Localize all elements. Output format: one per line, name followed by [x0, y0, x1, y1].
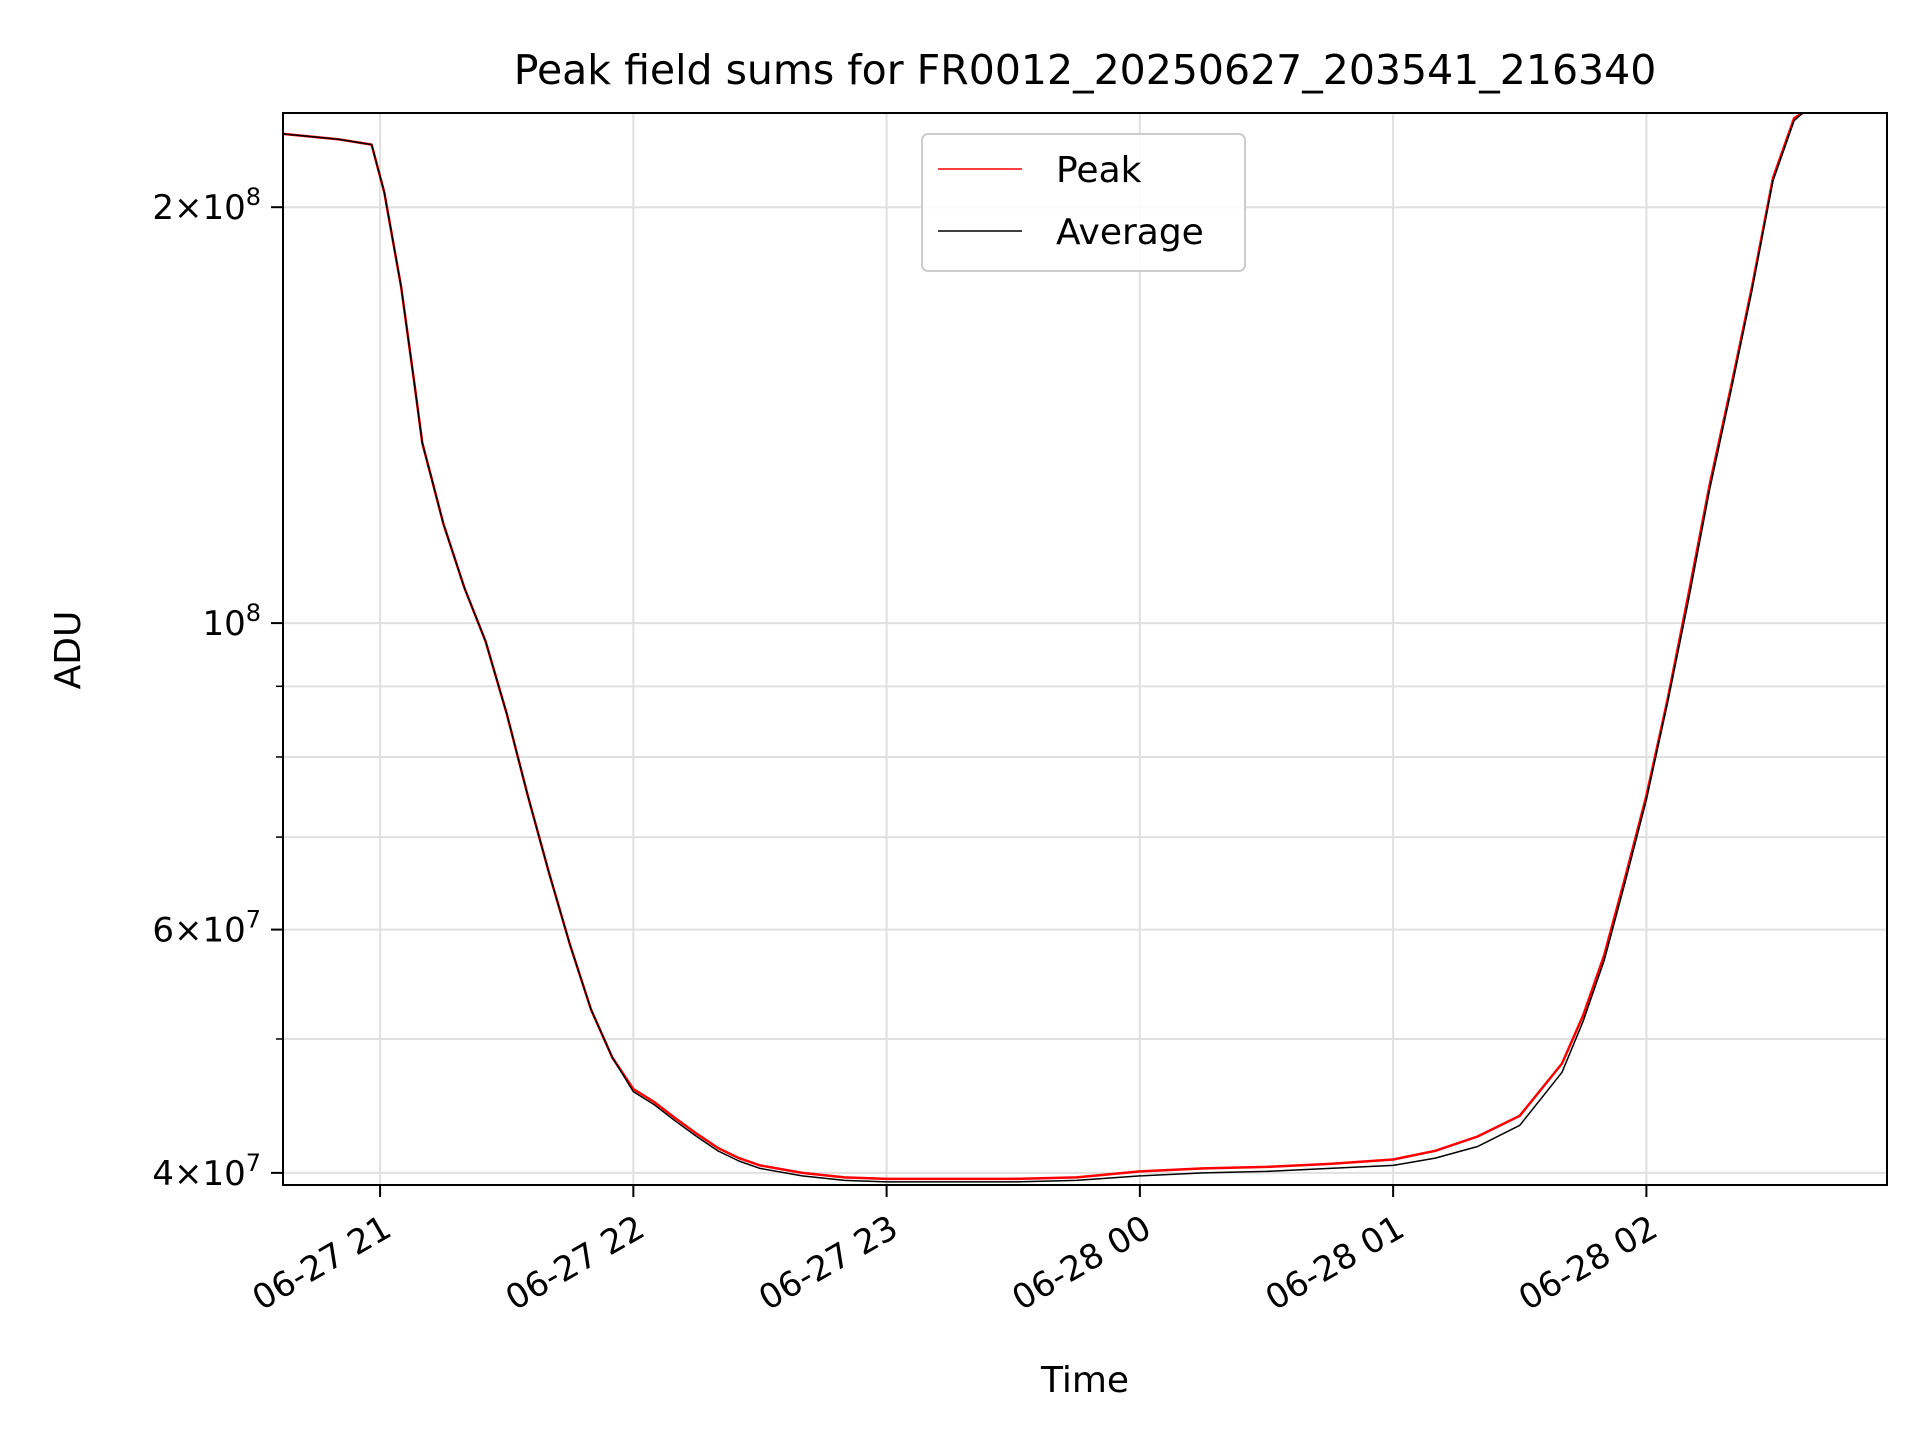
chart-title: Peak field sums for FR0012_20250627_2035… [514, 46, 1657, 94]
legend-label-peak: Peak [1056, 150, 1142, 191]
plot-area [282, 111, 1804, 1183]
legend: Peak Average [921, 133, 1246, 272]
y-axis: 4×107 6×107 108 2×108 [152, 183, 283, 1194]
y-axis-label: ADU [48, 611, 89, 690]
x-axis-label: Time [1040, 1360, 1129, 1401]
series-line-average [282, 112, 1804, 1183]
y-tick-label: 6×107 [152, 906, 261, 951]
legend-label-average: Average [1056, 212, 1204, 253]
y-tick-label: 2×108 [152, 183, 261, 228]
y-tick-label: 4×107 [152, 1149, 261, 1194]
y-tick-label: 108 [202, 599, 261, 644]
plot-frame [282, 112, 1888, 1186]
